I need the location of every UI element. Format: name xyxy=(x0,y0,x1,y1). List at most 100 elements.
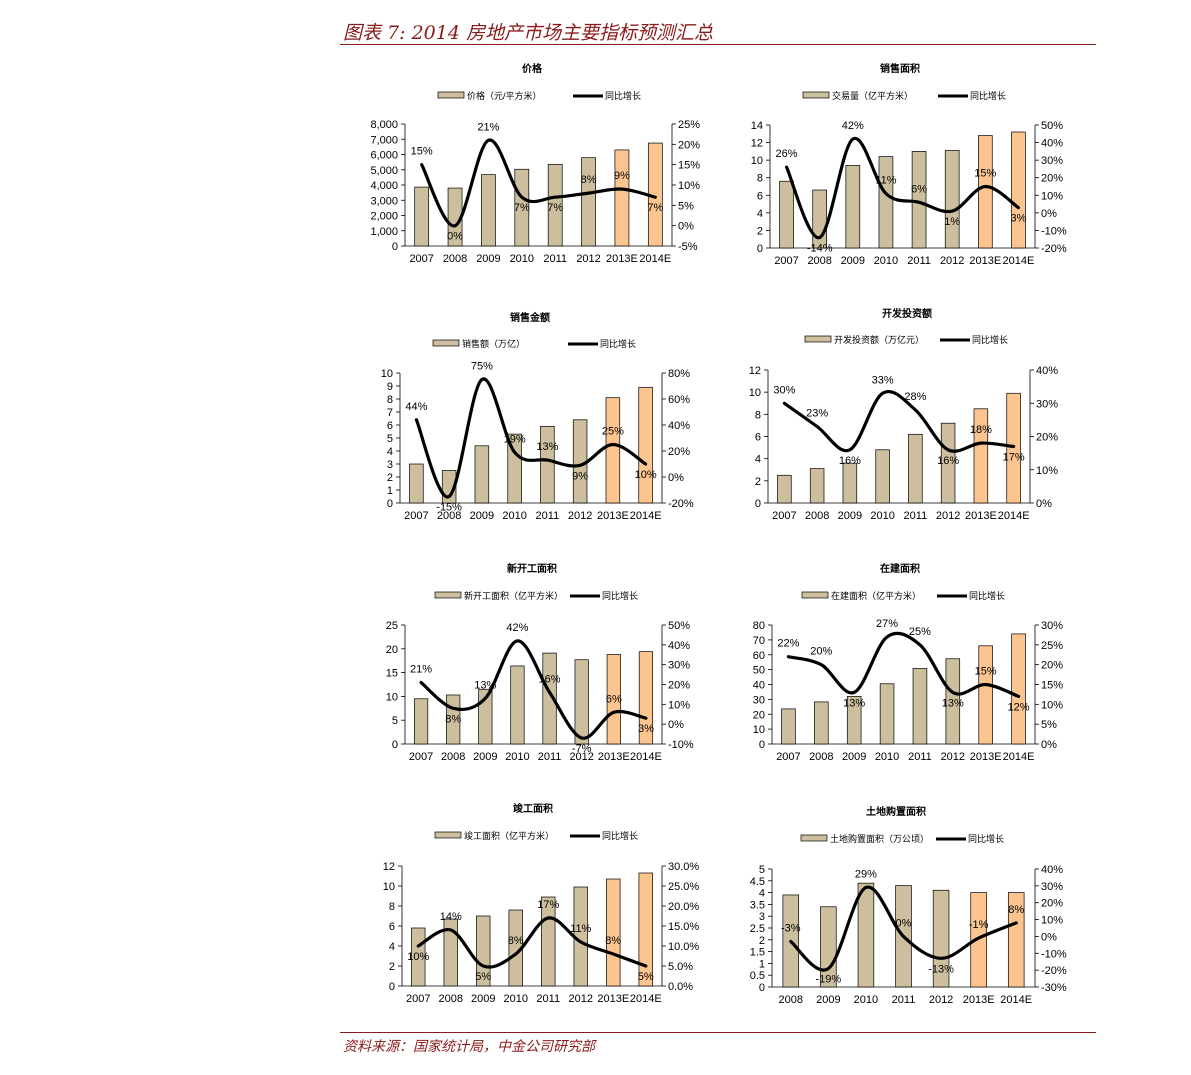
bar xyxy=(820,906,837,988)
left-tick-label: 1 xyxy=(387,485,393,497)
left-tick-label: 3,000 xyxy=(370,195,398,207)
growth-label: 13% xyxy=(536,441,558,453)
growth-label: 7% xyxy=(647,202,663,214)
left-tick-label: 0 xyxy=(757,243,763,255)
category-label: 2011 xyxy=(536,993,560,1005)
bar xyxy=(605,397,621,504)
chart-title: 开发投资额 xyxy=(882,307,932,320)
left-tick-label: 2,000 xyxy=(370,211,398,223)
left-tick-label: 1 xyxy=(759,958,765,970)
left-tick-label: 3.5 xyxy=(750,899,765,911)
category-label: 2007 xyxy=(774,255,798,267)
source-note: 资料来源：国家统计局，中金公司研究部 xyxy=(343,1039,595,1055)
left-tick-label: 4 xyxy=(759,888,765,900)
left-tick-label: 20 xyxy=(386,644,398,656)
legend-bar-swatch xyxy=(434,831,462,839)
left-tick-label: 8 xyxy=(757,173,763,185)
bar xyxy=(777,474,792,504)
category-label: 2014E xyxy=(630,510,662,522)
left-tick-label: 5 xyxy=(759,864,765,876)
left-tick-label: 6 xyxy=(755,432,761,444)
category-label: 2014E xyxy=(630,993,662,1005)
right-tick-label: 0% xyxy=(1041,931,1057,943)
growth-line xyxy=(786,631,1021,698)
growth-label: 23% xyxy=(806,408,828,420)
right-tick-label: 40% xyxy=(1041,138,1063,150)
left-tick-label: 2.5 xyxy=(750,923,765,935)
legend: 开发投资额（万亿元） 同比增长 xyxy=(804,334,1008,345)
category-label: 2008 xyxy=(441,751,465,763)
growth-line xyxy=(789,885,1018,972)
growth-label: -14% xyxy=(807,242,833,254)
growth-label: 44% xyxy=(405,401,427,413)
bar xyxy=(413,698,429,745)
left-tick-label: 10 xyxy=(383,881,395,893)
growth-label: 15% xyxy=(975,666,997,678)
legend-bar-swatch xyxy=(802,91,830,99)
category-label: 2011 xyxy=(892,994,916,1006)
category-label: 2012 xyxy=(568,510,592,522)
legend: 交易量（亿平方米） 同比增长 xyxy=(802,90,1006,101)
growth-label: 6% xyxy=(911,183,927,195)
growth-label: 20% xyxy=(810,646,832,658)
legend-bar-label: 销售额（万亿） xyxy=(462,338,525,349)
right-tick-label: -20% xyxy=(668,498,694,510)
growth-line xyxy=(782,390,1016,453)
legend: 土地购置面积（万公顷） 同比增长 xyxy=(800,833,1004,844)
growth-label: 9% xyxy=(614,170,630,182)
left-tick-label: 30 xyxy=(753,694,765,706)
category-label: 2010 xyxy=(502,510,526,522)
growth-line xyxy=(420,138,657,228)
growth-label: 33% xyxy=(872,374,894,386)
right-tick-label: 10% xyxy=(1041,915,1063,927)
bar xyxy=(846,696,862,745)
right-tick-label: 30.0% xyxy=(668,861,699,873)
legend-bar-label: 交易量（亿平方米） xyxy=(832,90,913,101)
left-tick-label: 0 xyxy=(759,982,765,994)
category-label: 2013E xyxy=(970,751,1002,763)
category-label: 2009 xyxy=(476,253,500,265)
growth-label: 8% xyxy=(605,935,621,947)
bar xyxy=(606,878,621,987)
right-tick-label: 10% xyxy=(1041,190,1063,202)
growth-label: 0% xyxy=(896,917,912,929)
right-tick-label: 0% xyxy=(1041,739,1057,751)
left-tick-label: 8 xyxy=(389,901,395,913)
growth-label: -1% xyxy=(969,919,989,931)
growth-label: 75% xyxy=(471,361,493,373)
legend-bar-label: 竣工面积（亿平方米） xyxy=(464,830,554,841)
growth-label: -19% xyxy=(816,973,842,985)
left-tick-label: 2 xyxy=(755,476,761,488)
left-tick-label: 80 xyxy=(753,620,765,632)
left-tick-label: 0 xyxy=(392,739,398,751)
growth-label: 8% xyxy=(1008,904,1024,916)
left-tick-label: 3 xyxy=(759,911,765,923)
chart-title: 新开工面积 xyxy=(507,562,557,575)
right-tick-label: 30% xyxy=(1041,881,1063,893)
bar xyxy=(614,149,630,247)
category-label: 2008 xyxy=(805,510,829,522)
left-tick-label: 2 xyxy=(389,961,395,973)
legend-line-label: 同比增长 xyxy=(602,830,638,841)
growth-label: 10% xyxy=(407,951,429,963)
left-tick-label: 8 xyxy=(755,409,761,421)
category-label: 2013E xyxy=(965,510,997,522)
bar xyxy=(510,665,525,745)
growth-label: 26% xyxy=(776,148,798,160)
left-tick-label: 20 xyxy=(753,709,765,721)
left-tick-label: 12 xyxy=(749,365,761,377)
category-label: 2010 xyxy=(870,510,894,522)
legend-line-label: 同比增长 xyxy=(968,833,1004,844)
bar xyxy=(875,449,890,504)
growth-label: 25% xyxy=(909,626,931,638)
right-tick-label: 10.0% xyxy=(668,941,699,953)
right-tick-label: 20% xyxy=(1041,660,1063,672)
right-tick-label: 40% xyxy=(1036,365,1058,377)
growth-label: 8% xyxy=(581,174,597,186)
left-tick-label: 12 xyxy=(383,861,395,873)
growth-label: 16% xyxy=(937,455,959,467)
